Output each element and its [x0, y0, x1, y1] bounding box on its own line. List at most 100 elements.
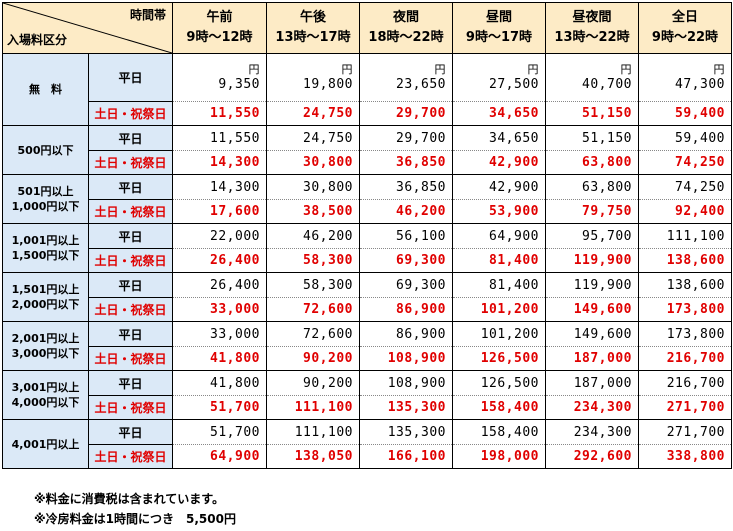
holiday-label: 土日・祝祭日 — [88, 395, 173, 420]
holiday-price: 234,300 — [545, 395, 639, 420]
weekday-label: 平日 — [88, 174, 173, 200]
category-label: 1,500円以下 — [11, 249, 80, 262]
holiday-price: 53,900 — [452, 199, 546, 224]
weekday-label: 平日 — [88, 125, 173, 151]
holiday-price: 108,900 — [359, 346, 453, 371]
holiday-price: 158,400 — [452, 395, 546, 420]
category-cell: 4,001円以上 — [2, 419, 89, 469]
category-label: 1,501円以上 — [11, 283, 80, 296]
weekday-label: 平日 — [88, 370, 173, 396]
table-row: 土日・祝祭日 41,800 90,200 108,900 126,500 187,000 2… — [3, 346, 732, 371]
holiday-price: 42,900 — [452, 150, 546, 175]
category-label: 3,001円以上 — [11, 381, 80, 394]
holiday-price: 41,800 — [172, 346, 267, 371]
category-cell: 501円以上 1,000円以下 — [2, 174, 89, 224]
category-label: 500円以下 — [17, 143, 74, 157]
weekday-price: 271,700 — [638, 419, 732, 445]
column-header: 昼間 9時～17時 — [452, 2, 546, 54]
weekday-price: 216,700 — [638, 370, 732, 396]
holiday-label: 土日・祝祭日 — [88, 346, 173, 371]
weekday-price: 101,200 — [452, 321, 546, 347]
holiday-price: 111,100 — [266, 395, 360, 420]
holiday-label: 土日・祝祭日 — [88, 101, 173, 126]
weekday-price: 14,300 — [172, 174, 267, 200]
category-label: 3,000円以下 — [11, 347, 80, 360]
column-header: 午前 9時～12時 — [172, 2, 267, 54]
weekday-price: 円 23,650 — [359, 53, 453, 102]
weekday-label: 平日 — [88, 321, 173, 347]
weekday-price: 72,600 — [266, 321, 360, 347]
table-row: 4,001円以上 平日 51,700 111,100 135,300 158,400 234… — [2, 419, 732, 469]
category-label: 4,001円以上 — [11, 437, 80, 451]
table-row: 土日・祝祭日 51,700 111,100 135,300 158,400 234,300… — [3, 395, 732, 420]
corner-time-label: 時間帯 — [129, 8, 166, 22]
weekday-price: 41,800 — [172, 370, 267, 396]
weekday-price: 69,300 — [359, 272, 453, 298]
price-value: 19,800 — [303, 77, 353, 92]
column-header: 全日 9時～22時 — [638, 2, 732, 54]
weekday-price: 26,400 — [172, 272, 267, 298]
holiday-price: 38,500 — [266, 199, 360, 224]
table-row: 土日・祝祭日 14,300 30,800 36,850 42,900 63,800 74,2… — [3, 150, 732, 175]
holiday-price: 90,200 — [266, 346, 360, 371]
column-hours: 18時～22時 — [368, 30, 444, 45]
weekday-price: 234,300 — [545, 419, 639, 445]
weekday-price: 64,900 — [452, 223, 546, 249]
weekday-price: 81,400 — [452, 272, 546, 298]
price-value: 40,700 — [582, 77, 632, 92]
holiday-price: 126,500 — [452, 346, 546, 371]
weekday-price: 187,000 — [545, 370, 639, 396]
holiday-price: 59,400 — [638, 101, 732, 126]
yen-unit: 円 — [527, 63, 539, 76]
weekday-price: 158,400 — [452, 419, 546, 445]
weekday-price: 119,900 — [545, 272, 639, 298]
category-label: 2,000円以下 — [11, 298, 80, 311]
column-hours: 9時～17時 — [465, 30, 533, 45]
notes: ※料金に消費税は含まれています。 ※冷房料金は1時間につき 5,500円 — [34, 489, 236, 529]
table-row: 2,001円以上 3,000円以下 平日 33,000 72,600 86,900 101,… — [2, 321, 732, 371]
holiday-price: 271,700 — [638, 395, 732, 420]
weekday-label: 平日 — [88, 419, 173, 445]
diagonal-line — [3, 3, 172, 53]
header-row: 時間帯 入場料区分 午前 9時～12時 午後 13時～17時 夜間 18時～22時 昼間 9時… — [2, 2, 732, 54]
weekday-price: 30,800 — [266, 174, 360, 200]
weekday-price: 36,850 — [359, 174, 453, 200]
weekday-price: 86,900 — [359, 321, 453, 347]
holiday-price: 92,400 — [638, 199, 732, 224]
weekday-price: 108,900 — [359, 370, 453, 396]
column-hours: 9時～12時 — [186, 30, 253, 45]
category-cell: 2,001円以上 3,000円以下 — [2, 321, 89, 371]
weekday-price: 24,750 — [266, 125, 360, 151]
holiday-price: 33,000 — [172, 297, 267, 322]
holiday-price: 29,700 — [359, 101, 453, 126]
column-header: 昼夜間 13時～22時 — [545, 2, 639, 54]
holiday-price: 11,550 — [172, 101, 267, 126]
weekday-price: 173,800 — [638, 321, 732, 347]
holiday-price: 74,250 — [638, 150, 732, 175]
column-hours: 13時～17時 — [275, 30, 351, 45]
category-label: 4,000円以下 — [11, 396, 80, 409]
weekday-price: 149,600 — [545, 321, 639, 347]
header-corner: 時間帯 入場料区分 — [2, 2, 173, 54]
table-row: 3,001円以上 4,000円以下 平日 41,800 90,200 108,900 126… — [2, 370, 732, 420]
yen-unit: 円 — [713, 63, 725, 76]
price-value: 9,350 — [218, 77, 260, 92]
holiday-price: 51,700 — [172, 395, 267, 420]
yen-unit: 円 — [434, 63, 446, 76]
yen-unit: 円 — [620, 63, 632, 76]
weekday-price: 29,700 — [359, 125, 453, 151]
holiday-price: 101,200 — [452, 297, 546, 322]
holiday-label: 土日・祝祭日 — [88, 444, 173, 469]
weekday-price: 円 9,350 — [172, 53, 267, 102]
holiday-price: 36,850 — [359, 150, 453, 175]
weekday-price: 74,250 — [638, 174, 732, 200]
holiday-price: 26,400 — [172, 248, 267, 273]
holiday-price: 135,300 — [359, 395, 453, 420]
holiday-price: 292,600 — [545, 444, 639, 469]
weekday-price: 42,900 — [452, 174, 546, 200]
column-hours: 13時～22時 — [554, 30, 630, 45]
category-label: 1,001円以上 — [11, 234, 80, 247]
column-name: 夜間 — [392, 10, 419, 25]
holiday-price: 17,600 — [172, 199, 267, 224]
table-row: 土日・祝祭日 11,550 24,750 29,700 34,650 51,150 59,4… — [3, 101, 732, 126]
